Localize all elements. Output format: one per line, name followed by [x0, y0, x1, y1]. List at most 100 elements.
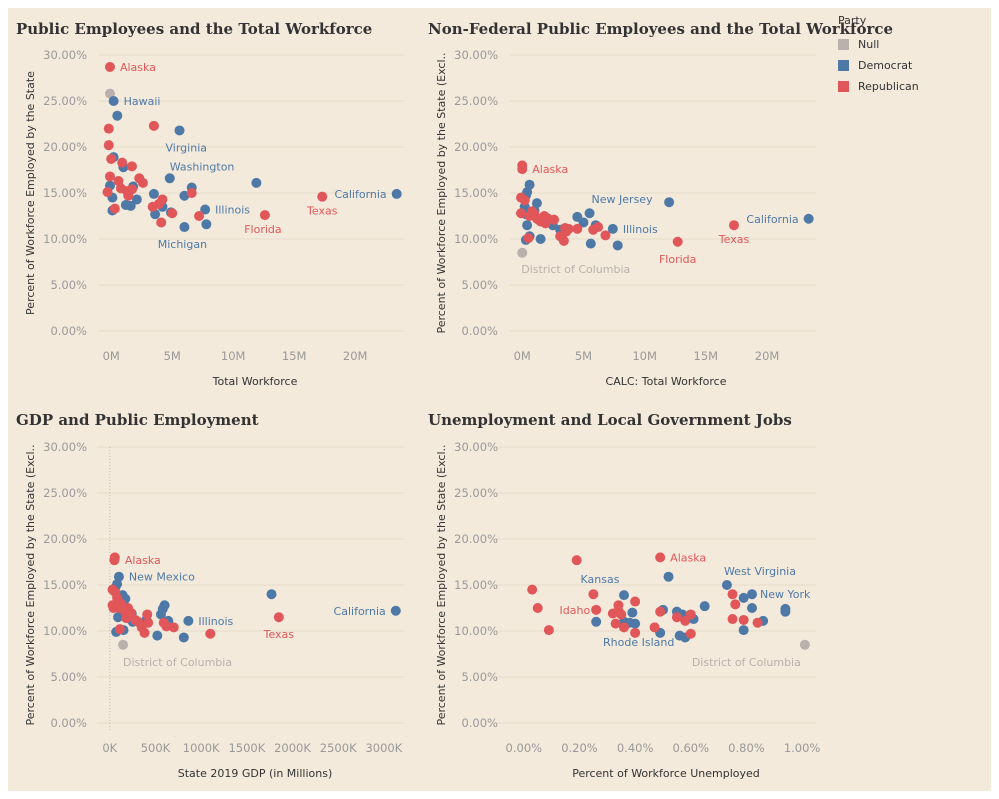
- data-point-republican[interactable]: [727, 589, 738, 600]
- data-point-republican[interactable]: [126, 161, 137, 172]
- legend-item-republican[interactable]: Republican: [838, 76, 919, 97]
- data-point-republican[interactable]: [685, 628, 696, 639]
- data-point-republican[interactable]: [558, 235, 569, 246]
- data-point-null[interactable]: [799, 639, 810, 650]
- data-point-republican[interactable]: [671, 612, 682, 623]
- data-point-democrat[interactable]: [721, 580, 732, 590]
- data-point-democrat[interactable]: [183, 615, 194, 626]
- data-point-republican[interactable]: [103, 140, 114, 151]
- data-point-democrat[interactable]: [535, 234, 546, 244]
- data-point-republican[interactable]: [655, 552, 666, 563]
- data-point-republican[interactable]: [649, 622, 660, 633]
- data-point-republican[interactable]: [610, 618, 621, 629]
- data-point-democrat[interactable]: [148, 188, 159, 199]
- data-point-democrat[interactable]: [578, 217, 589, 228]
- data-point-republican[interactable]: [607, 608, 618, 619]
- data-point-republican[interactable]: [630, 596, 641, 607]
- data-point-republican[interactable]: [148, 120, 159, 131]
- data-point-republican[interactable]: [137, 177, 148, 188]
- data-point-null[interactable]: [517, 247, 528, 258]
- data-point-republican[interactable]: [630, 627, 641, 638]
- data-point-republican[interactable]: [186, 188, 197, 198]
- data-point-republican[interactable]: [619, 622, 629, 633]
- data-point-republican[interactable]: [161, 621, 172, 632]
- data-point-republican[interactable]: [104, 171, 115, 182]
- data-point-democrat[interactable]: [179, 222, 190, 233]
- data-point-republican[interactable]: [147, 201, 158, 212]
- data-point-republican[interactable]: [543, 625, 554, 636]
- data-point-democrat[interactable]: [266, 589, 277, 600]
- data-point-democrat[interactable]: [174, 125, 185, 136]
- data-point-democrat[interactable]: [201, 219, 212, 230]
- data-point-republican[interactable]: [142, 609, 153, 620]
- data-point-republican[interactable]: [114, 624, 125, 635]
- data-point-democrat[interactable]: [591, 616, 602, 627]
- data-point-republican[interactable]: [123, 190, 134, 201]
- data-point-republican[interactable]: [655, 606, 666, 617]
- data-point-republican[interactable]: [549, 214, 560, 225]
- data-point-republican[interactable]: [616, 609, 627, 620]
- data-point-democrat[interactable]: [699, 601, 710, 612]
- data-point-republican[interactable]: [535, 216, 546, 227]
- data-point-republican[interactable]: [523, 233, 534, 244]
- data-point-democrat[interactable]: [630, 618, 641, 629]
- legend-item-democrat[interactable]: Democrat: [838, 55, 919, 76]
- data-point-republican[interactable]: [115, 183, 126, 194]
- data-point-republican[interactable]: [527, 584, 538, 595]
- data-point-democrat[interactable]: [738, 625, 749, 636]
- data-point-republican[interactable]: [112, 592, 123, 603]
- data-point-democrat[interactable]: [584, 208, 595, 219]
- data-point-democrat[interactable]: [612, 240, 623, 251]
- data-point-republican[interactable]: [104, 61, 115, 72]
- data-point-republican[interactable]: [532, 603, 543, 613]
- data-point-democrat[interactable]: [664, 197, 675, 208]
- data-point-democrat[interactable]: [108, 96, 119, 106]
- data-point-republican[interactable]: [516, 208, 527, 219]
- party-legend[interactable]: Party Null Democrat Republican: [838, 14, 919, 97]
- data-point-republican[interactable]: [205, 628, 216, 639]
- data-point-democrat[interactable]: [112, 110, 123, 121]
- legend-item-null[interactable]: Null: [838, 34, 919, 55]
- data-point-democrat[interactable]: [113, 612, 124, 623]
- data-point-democrat[interactable]: [251, 177, 262, 188]
- data-point-republican[interactable]: [106, 153, 117, 164]
- data-point-republican[interactable]: [121, 613, 132, 624]
- data-point-democrat[interactable]: [390, 605, 401, 616]
- data-point-democrat[interactable]: [627, 607, 638, 618]
- data-point-republican[interactable]: [156, 217, 167, 228]
- data-point-democrat[interactable]: [131, 194, 142, 205]
- data-point-democrat[interactable]: [747, 603, 757, 613]
- data-point-democrat[interactable]: [619, 590, 629, 601]
- data-point-democrat[interactable]: [164, 173, 175, 184]
- data-point-republican[interactable]: [738, 614, 749, 625]
- data-point-democrat[interactable]: [125, 200, 136, 211]
- data-point-republican[interactable]: [588, 589, 599, 600]
- data-point-republican[interactable]: [591, 604, 602, 615]
- data-point-republican[interactable]: [273, 612, 284, 623]
- data-point-democrat[interactable]: [747, 589, 757, 600]
- data-point-null[interactable]: [118, 639, 129, 650]
- data-point-republican[interactable]: [572, 223, 583, 234]
- data-point-democrat[interactable]: [200, 204, 211, 215]
- data-point-republican[interactable]: [600, 230, 611, 241]
- data-point-republican[interactable]: [672, 236, 683, 247]
- data-point-democrat[interactable]: [738, 592, 749, 603]
- data-point-republican[interactable]: [108, 603, 119, 613]
- data-point-democrat[interactable]: [780, 606, 791, 617]
- data-point-democrat[interactable]: [178, 632, 189, 643]
- data-point-democrat[interactable]: [607, 223, 618, 234]
- data-point-republican[interactable]: [561, 226, 572, 237]
- data-point-republican[interactable]: [168, 622, 179, 633]
- data-point-republican[interactable]: [103, 123, 114, 134]
- data-point-democrat[interactable]: [663, 571, 674, 582]
- data-point-democrat[interactable]: [585, 238, 596, 249]
- data-point-republican[interactable]: [752, 617, 763, 628]
- data-point-democrat[interactable]: [391, 188, 402, 199]
- data-point-democrat[interactable]: [152, 630, 163, 641]
- data-point-republican[interactable]: [194, 211, 205, 221]
- data-point-republican[interactable]: [517, 164, 528, 175]
- data-point-republican[interactable]: [117, 157, 128, 168]
- data-point-republican[interactable]: [593, 222, 604, 233]
- data-point-republican[interactable]: [571, 555, 582, 566]
- data-point-republican[interactable]: [109, 203, 120, 214]
